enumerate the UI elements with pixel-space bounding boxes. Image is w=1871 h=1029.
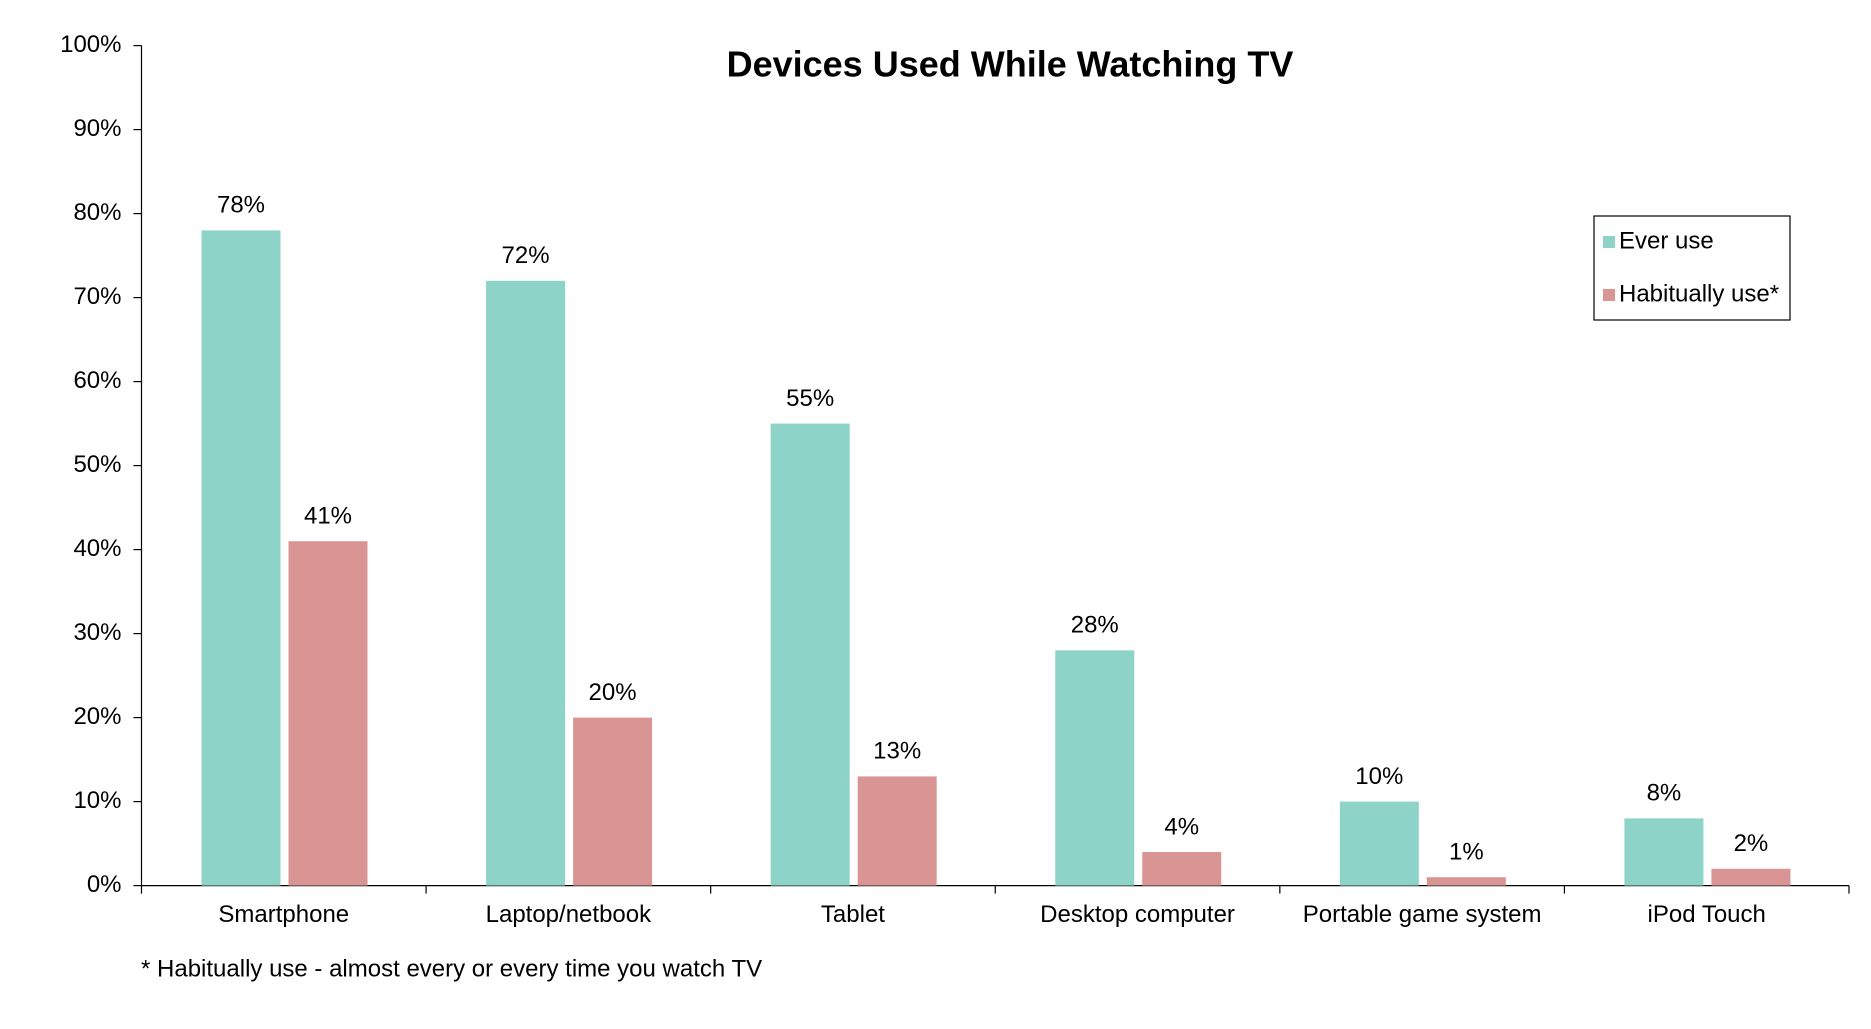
y-tick-label: 80%	[73, 199, 121, 226]
bar	[1339, 801, 1419, 886]
y-tick-label: 10%	[73, 787, 121, 814]
value-label: 2%	[1734, 830, 1769, 857]
legend-swatch	[1603, 236, 1615, 248]
x-tick-label: Desktop computer	[1040, 901, 1235, 928]
value-label: 1%	[1449, 839, 1484, 866]
bar	[201, 230, 281, 886]
y-tick-label: 30%	[73, 619, 121, 646]
bar	[857, 776, 937, 886]
y-tick-label: 90%	[73, 115, 121, 142]
y-tick-label: 50%	[73, 451, 121, 478]
bar	[770, 423, 850, 886]
bar	[288, 541, 368, 886]
y-tick-label: 100%	[60, 31, 121, 58]
chart-title: Devices Used While Watching TV	[727, 44, 1294, 85]
footnote: * Habitually use - almost every or every…	[141, 955, 762, 982]
legend-label: Ever use	[1619, 227, 1714, 254]
y-tick-label: 60%	[73, 367, 121, 394]
value-label: 4%	[1164, 813, 1199, 840]
value-label: 55%	[786, 385, 834, 412]
legend-box	[1593, 215, 1791, 321]
bar	[1142, 852, 1222, 886]
value-label: 78%	[217, 192, 265, 219]
value-label: 41%	[304, 503, 352, 530]
bar	[1624, 818, 1704, 886]
y-tick-label: 70%	[73, 283, 121, 310]
bar	[486, 280, 566, 886]
x-tick-label: iPod Touch	[1648, 901, 1766, 928]
value-label: 28%	[1071, 612, 1119, 639]
value-label: 13%	[873, 738, 921, 765]
bar	[1426, 877, 1506, 886]
y-tick-label: 40%	[73, 535, 121, 562]
legend-label: Habitually use*	[1619, 280, 1779, 307]
x-tick-label: Tablet	[821, 901, 885, 928]
value-label: 8%	[1647, 780, 1682, 807]
value-label: 10%	[1355, 763, 1403, 790]
bar	[1055, 650, 1135, 886]
bar	[1711, 868, 1791, 886]
x-tick-label: Portable game system	[1303, 901, 1542, 928]
y-tick-label: 0%	[87, 871, 122, 898]
x-tick-label: Laptop/netbook	[486, 901, 652, 928]
x-tick-label: Smartphone	[218, 901, 349, 928]
y-tick-label: 20%	[73, 703, 121, 730]
value-label: 20%	[589, 679, 637, 706]
bar	[573, 717, 653, 886]
legend-swatch	[1603, 289, 1615, 301]
value-label: 72%	[502, 242, 550, 269]
